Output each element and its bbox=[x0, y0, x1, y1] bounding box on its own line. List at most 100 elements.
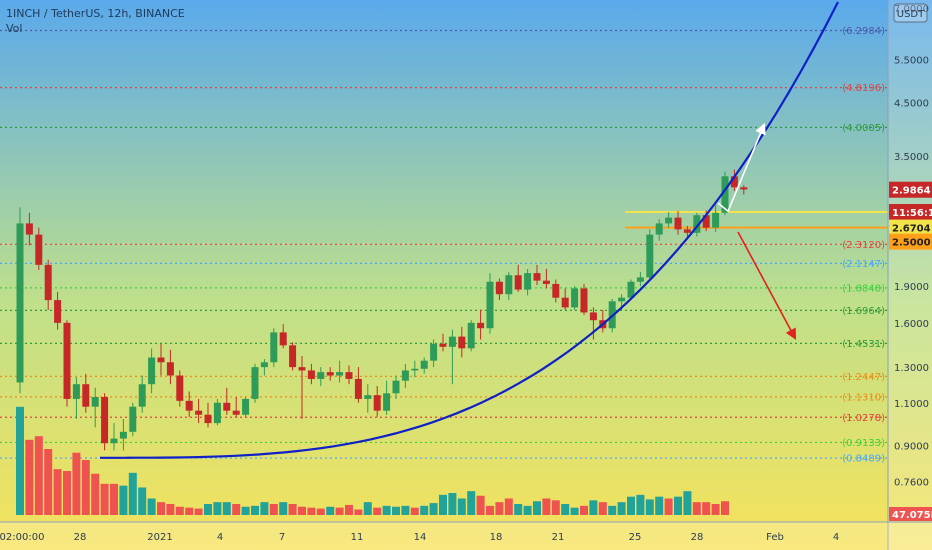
candle-body bbox=[420, 360, 428, 369]
volume-bars bbox=[16, 406, 729, 515]
candle-body bbox=[636, 277, 644, 282]
volume-bar bbox=[410, 507, 419, 515]
volume-bar bbox=[232, 504, 241, 515]
candle-body bbox=[683, 229, 691, 233]
candle-body bbox=[119, 431, 127, 439]
volume-bar bbox=[702, 502, 711, 515]
volume-bar bbox=[457, 498, 466, 515]
volume-bar bbox=[298, 506, 306, 515]
candle-body bbox=[542, 280, 550, 284]
candle-body bbox=[110, 438, 118, 444]
volume-bar bbox=[63, 471, 71, 515]
volume-bar bbox=[420, 505, 429, 515]
volume-bar bbox=[335, 507, 344, 515]
price-tick-label: 4.5000 bbox=[894, 98, 929, 109]
drawing-overlays bbox=[100, 1, 839, 459]
volume-bar bbox=[53, 469, 62, 515]
volume-bar bbox=[175, 506, 184, 515]
volume-bar bbox=[241, 506, 250, 515]
time-tick-label: 2021 bbox=[147, 532, 172, 543]
volume-bar bbox=[373, 507, 382, 515]
volume-bar bbox=[533, 501, 541, 515]
price-tick-label: 0.7600 bbox=[894, 478, 929, 489]
level-label: (6.2984) bbox=[842, 26, 885, 37]
level-label: (4.0005) bbox=[842, 123, 885, 134]
volume-bar bbox=[683, 491, 692, 515]
time-axis-panel bbox=[0, 522, 932, 550]
candle-body bbox=[665, 217, 673, 224]
volume-bar bbox=[345, 504, 353, 515]
time-tick-label: 21 bbox=[552, 532, 565, 543]
candle-body bbox=[533, 273, 541, 281]
volume-bar bbox=[147, 498, 156, 515]
volume-bar bbox=[307, 507, 316, 515]
candle-body bbox=[213, 402, 221, 424]
candle-body bbox=[439, 343, 447, 347]
bearish-arrow bbox=[737, 231, 797, 340]
candle-body bbox=[63, 322, 71, 399]
volume-bar bbox=[382, 505, 391, 515]
time-tick-label: 28 bbox=[691, 532, 704, 543]
volume-bar bbox=[476, 495, 485, 515]
volume-bar bbox=[138, 487, 147, 515]
candle-body bbox=[674, 217, 682, 230]
volume-bar bbox=[721, 501, 729, 515]
candle-body bbox=[185, 400, 193, 411]
candle-body bbox=[138, 384, 146, 407]
price-tick-label: 1.9000 bbox=[894, 282, 929, 293]
candle-body bbox=[336, 372, 344, 376]
volume-bar bbox=[580, 505, 588, 515]
volume-bar bbox=[664, 498, 673, 515]
price-tick-label: 3.5000 bbox=[894, 152, 929, 163]
price-tag bbox=[889, 219, 932, 236]
candle-body bbox=[514, 275, 522, 290]
volume-scale-label: 47.075K bbox=[892, 510, 932, 521]
price-tag-label: 2.6704 bbox=[892, 224, 931, 235]
volume-bar bbox=[655, 496, 664, 515]
volume-bar bbox=[157, 502, 165, 515]
volume-bar bbox=[251, 505, 259, 515]
level-label: (2.3120) bbox=[842, 240, 885, 251]
level-label: (0.8489) bbox=[842, 454, 885, 465]
candle-body bbox=[195, 410, 203, 415]
volume-bar bbox=[91, 473, 100, 515]
volume-bar bbox=[213, 502, 222, 515]
price-tick-label: 1.6000 bbox=[894, 319, 929, 330]
volume-bar bbox=[467, 491, 476, 515]
volume-bar bbox=[194, 508, 203, 515]
candle-body bbox=[448, 336, 456, 347]
time-tick-label: 18 bbox=[490, 532, 503, 543]
price-tag bbox=[889, 233, 932, 250]
volume-bar bbox=[514, 504, 523, 515]
candle-body bbox=[317, 372, 325, 379]
volume-bar bbox=[260, 502, 269, 515]
candles bbox=[16, 169, 748, 451]
volume-bar bbox=[429, 503, 438, 515]
currency-button[interactable]: USDT bbox=[893, 3, 928, 23]
volume-bar bbox=[561, 504, 570, 515]
volume-bar bbox=[316, 508, 325, 515]
volume-bar bbox=[692, 502, 701, 515]
volume-bar bbox=[354, 509, 363, 515]
candle-body bbox=[223, 402, 231, 411]
candle-body bbox=[148, 357, 156, 385]
price-tick-label: 5.5000 bbox=[894, 55, 929, 66]
candle-body bbox=[571, 288, 579, 308]
candle-body bbox=[129, 406, 137, 432]
volume-bar bbox=[486, 505, 494, 515]
volume-bar bbox=[495, 502, 504, 515]
bullish-arrow bbox=[717, 122, 766, 213]
price-tag-label: 2.9864 bbox=[892, 186, 931, 197]
candle-body bbox=[204, 414, 212, 424]
volume-indicator-label: Vol bbox=[6, 22, 23, 35]
candle-body bbox=[354, 378, 362, 399]
candle-body bbox=[524, 273, 532, 290]
candle-body bbox=[242, 398, 250, 415]
volume-bar bbox=[279, 502, 288, 515]
volume-bar bbox=[204, 504, 212, 515]
level-lines: (6.2984) (4.8196) (4.0005) (2.3120) (2.1147)… bbox=[0, 26, 888, 465]
level-label: (1.0278) bbox=[842, 413, 885, 424]
candle-body bbox=[298, 367, 306, 371]
